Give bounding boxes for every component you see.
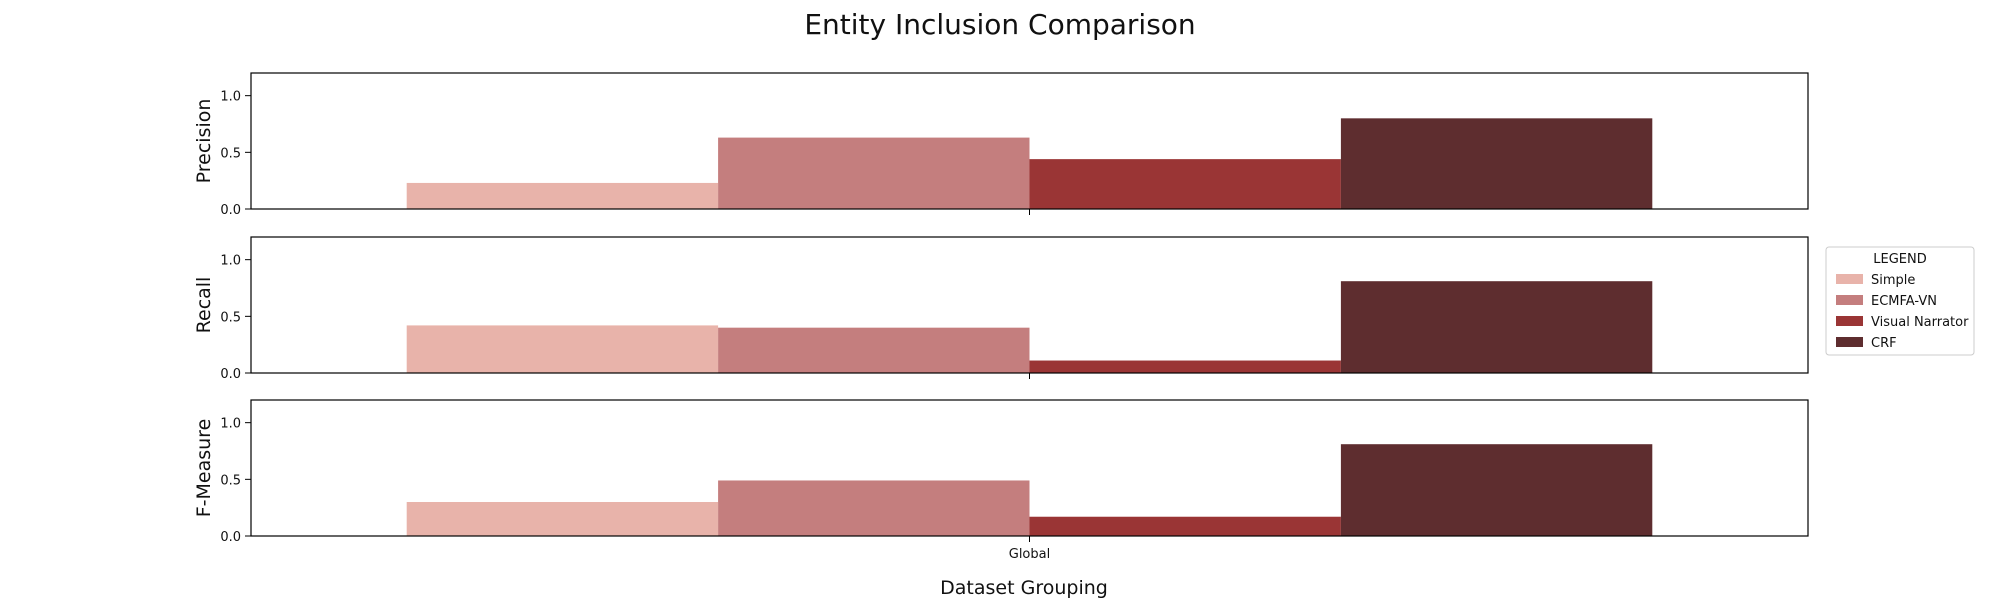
x-tick-label: Global bbox=[1009, 547, 1050, 562]
legend-entry-visual-narrator: Visual Narrator bbox=[1871, 315, 1969, 330]
bar-visual-narrator bbox=[1029, 360, 1341, 373]
x-axis-label: Dataset Grouping bbox=[940, 577, 1108, 599]
y-tick-label: 0.5 bbox=[220, 146, 241, 161]
bar-ecmfa-vn bbox=[718, 137, 1030, 209]
bar-simple bbox=[406, 502, 719, 536]
bar-visual-narrator bbox=[1029, 516, 1341, 536]
bar-simple bbox=[406, 325, 719, 373]
bar-crf bbox=[1340, 118, 1653, 209]
bar-ecmfa-vn bbox=[718, 480, 1030, 536]
y-tick-label: 1.0 bbox=[220, 417, 241, 432]
legend-swatch-ecmfa-vn bbox=[1836, 295, 1863, 305]
y-axis-label: F-Measure bbox=[193, 419, 215, 518]
legend-entry-simple: Simple bbox=[1871, 273, 1915, 288]
y-tick-label: 1.0 bbox=[220, 90, 241, 105]
panel-precision: 0.0 0.5 1.0 Precision bbox=[193, 72, 1809, 218]
bar-crf bbox=[1340, 444, 1653, 536]
y-tick-label: 1.0 bbox=[220, 254, 241, 269]
y-axis-label: Precision bbox=[193, 99, 215, 184]
panel-recall: 0.0 0.5 1.0 Recall bbox=[193, 236, 1809, 382]
legend: LEGEND Simple ECMFA-VN Visual Narrator CRF bbox=[1825, 246, 1975, 356]
legend-swatch-visual-narrator bbox=[1836, 316, 1863, 326]
y-tick-label: 0.5 bbox=[220, 473, 241, 488]
y-tick-label: 0.0 bbox=[220, 367, 241, 382]
y-axis-label: Recall bbox=[193, 277, 215, 334]
legend-swatch-simple bbox=[1836, 274, 1863, 284]
bar-crf bbox=[1340, 281, 1653, 373]
legend-entry-ecmfa-vn: ECMFA-VN bbox=[1871, 294, 1937, 309]
y-tick-label: 0.0 bbox=[220, 530, 241, 545]
legend-title: LEGEND bbox=[1873, 252, 1926, 267]
bar-ecmfa-vn bbox=[718, 327, 1030, 373]
bar-simple bbox=[406, 182, 719, 209]
bar-visual-narrator bbox=[1029, 159, 1341, 209]
panels-layer: 0.0 0.5 1.0 Precision 0.0 0.5 1.0 Recall 0.0 0.5 1… bbox=[193, 72, 1809, 562]
chart-title: Entity Inclusion Comparison bbox=[804, 8, 1195, 41]
y-tick-label: 0.0 bbox=[220, 203, 241, 218]
y-tick-label: 0.5 bbox=[220, 310, 241, 325]
legend-entry-crf: CRF bbox=[1871, 336, 1897, 351]
panel-f-measure: 0.0 0.5 1.0 F-Measure Global bbox=[193, 399, 1809, 562]
legend-swatch-crf bbox=[1836, 337, 1863, 347]
